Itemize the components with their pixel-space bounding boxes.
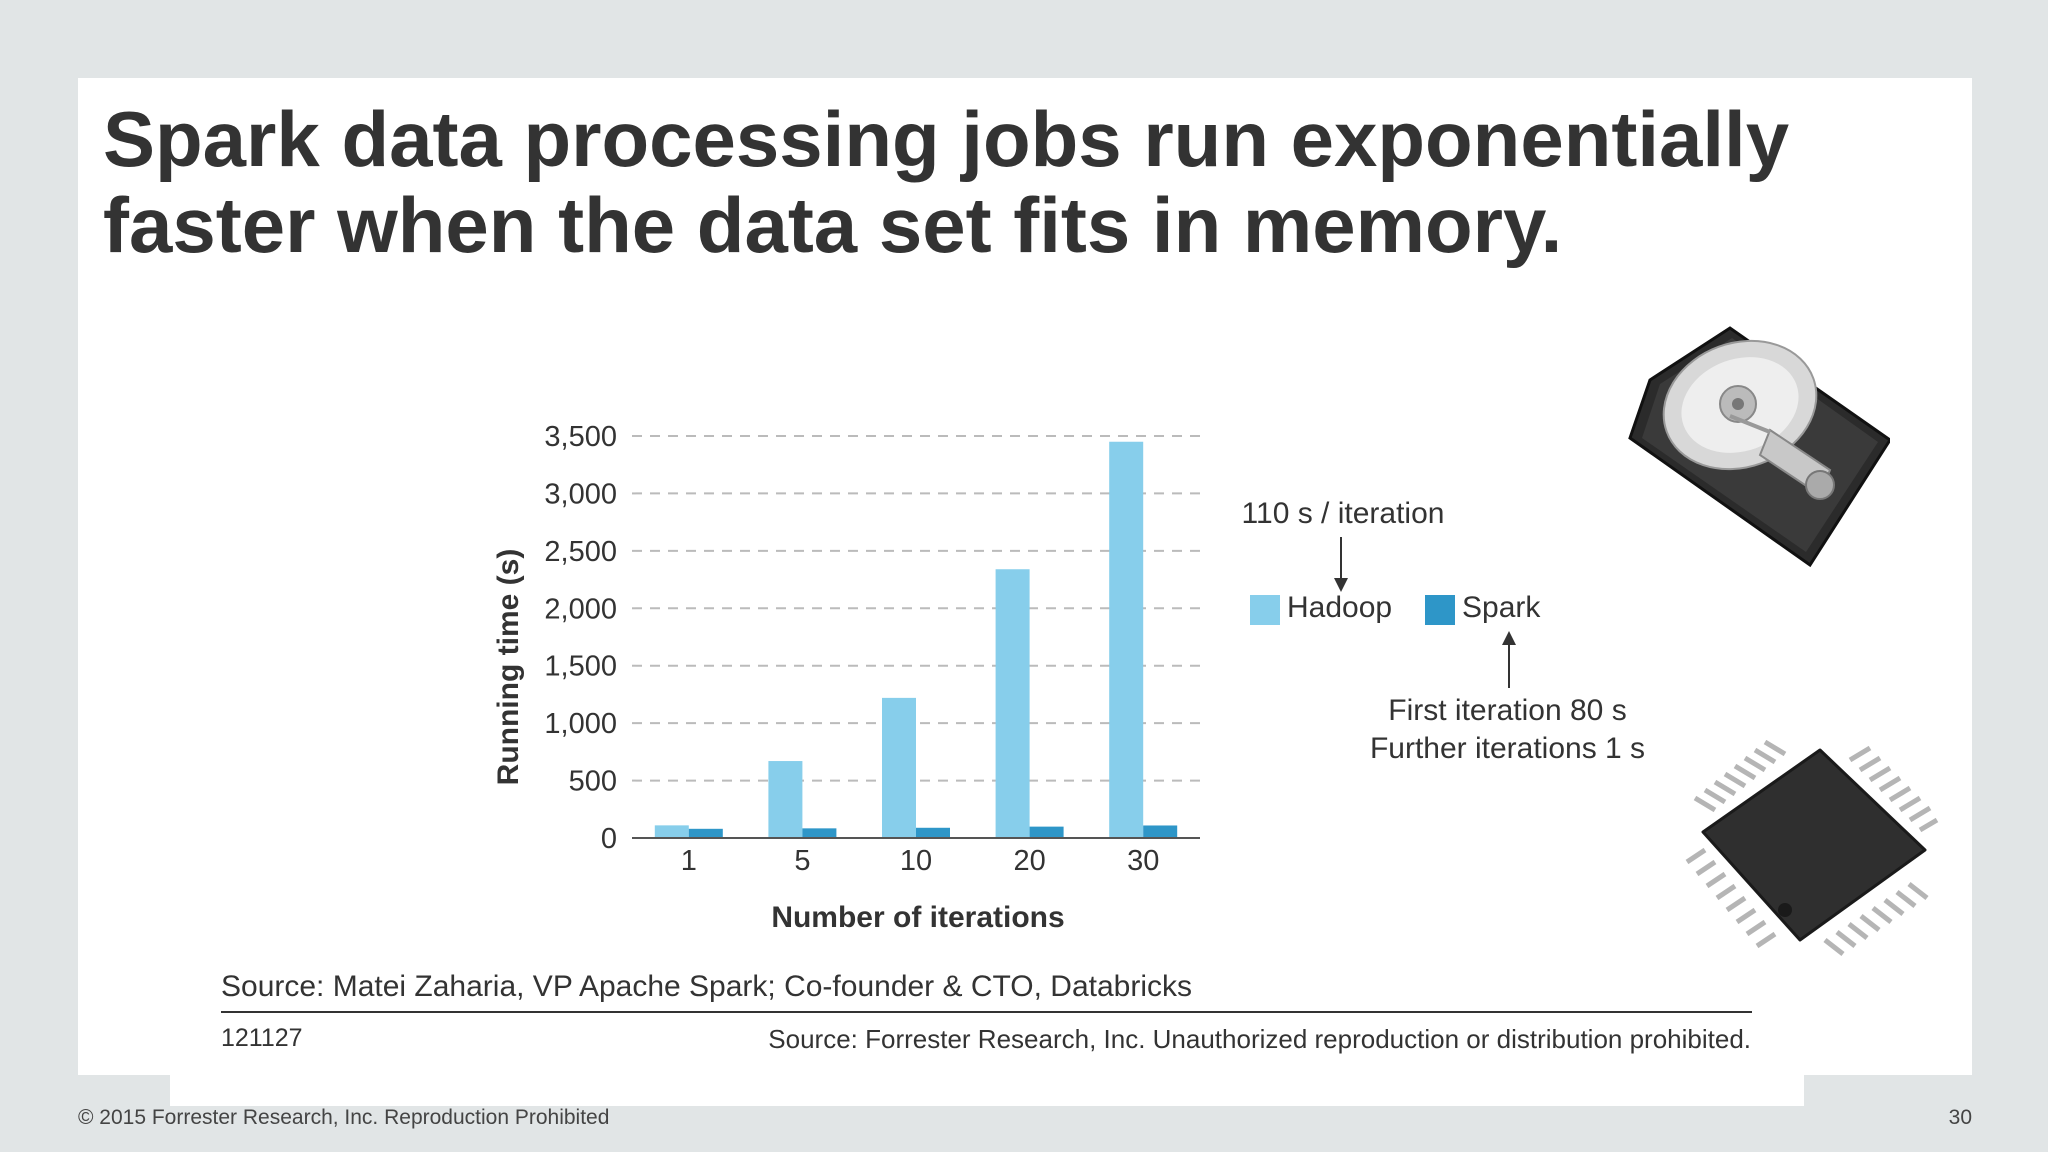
hadoop-annotation: 110 s / iteration [1241, 497, 1445, 530]
x-tick-label: 1 [681, 845, 697, 877]
memory-chip-image [1685, 740, 1939, 956]
slide-title-line1: Spark data processing jobs run exponenti… [103, 95, 1790, 183]
hard-drive-image [1628, 326, 1890, 568]
y-tick-label: 500 [569, 766, 617, 798]
x-tick-label: 10 [900, 845, 932, 877]
y-tick-label: 3,500 [544, 421, 617, 453]
y-tick-label: 3,000 [544, 478, 617, 510]
bar-spark-1 [688, 828, 723, 838]
copyright-footer: © 2015 Forrester Research, Inc. Reproduc… [78, 1106, 610, 1129]
hadoop-arrow-shaft [1340, 537, 1342, 579]
slide-title-line2: faster when the data set fits in memory. [103, 181, 1563, 269]
figure-id: 121127 [221, 1024, 303, 1052]
x-tick-label: 20 [1013, 845, 1045, 877]
source-notice: Source: Forrester Research, Inc. Unautho… [768, 1024, 1751, 1054]
chart-grid [632, 435, 1200, 782]
bar-spark-30 [1143, 825, 1178, 838]
x-tick-label: 30 [1127, 845, 1159, 877]
y-tick-label: 0 [601, 823, 617, 855]
bar-hadoop-10 [882, 697, 916, 838]
bar-hadoop-5 [768, 761, 803, 838]
legend-swatch-hadoop [1250, 595, 1280, 625]
bar-spark-20 [1029, 826, 1064, 838]
y-tick-label: 2,000 [544, 593, 617, 625]
legend-swatch-spark [1425, 595, 1455, 625]
chart-bars [654, 441, 1178, 838]
y-tick-label: 2,500 [544, 536, 617, 568]
spark-arrow-shaft [1508, 644, 1510, 688]
source-citation: Source: Matei Zaharia, VP Apache Spark; … [221, 970, 1193, 1003]
spark-annotation-line2: Further iterations 1 s [1369, 732, 1646, 765]
bar-hadoop-20 [995, 569, 1030, 838]
y-axis-ticks: 0 500 1,000 1,500 2,000 2,500 3,000 3,500 [544, 421, 617, 855]
source-divider [221, 1011, 1752, 1013]
bar-spark-5 [802, 828, 837, 838]
y-axis-title: Running time (s) [492, 549, 525, 786]
bar-spark-10 [916, 827, 950, 838]
spark-annotation: First iteration 80 s Further iterations … [1345, 692, 1670, 768]
spark-annotation-line1: First iteration 80 s [1388, 694, 1627, 727]
x-axis-title: Number of iterations [771, 901, 1064, 934]
legend-label-hadoop: Hadoop [1287, 591, 1393, 624]
y-tick-label: 1,000 [544, 708, 617, 740]
page-number: 30 [1948, 1106, 1972, 1129]
y-tick-label: 1,500 [544, 651, 617, 683]
x-tick-label: 5 [794, 845, 810, 877]
bar-hadoop-1 [654, 825, 689, 838]
legend-label-spark: Spark [1462, 591, 1541, 624]
spark-arrow-head [1502, 631, 1516, 645]
bar-hadoop-30 [1109, 441, 1144, 838]
slide-panel-bottom [170, 1070, 1804, 1106]
x-axis-ticks: 1 5 10 20 30 [681, 845, 1160, 877]
slide-title: Spark data processing jobs run exponenti… [103, 96, 1903, 268]
hadoop-arrow-head [1334, 578, 1348, 592]
